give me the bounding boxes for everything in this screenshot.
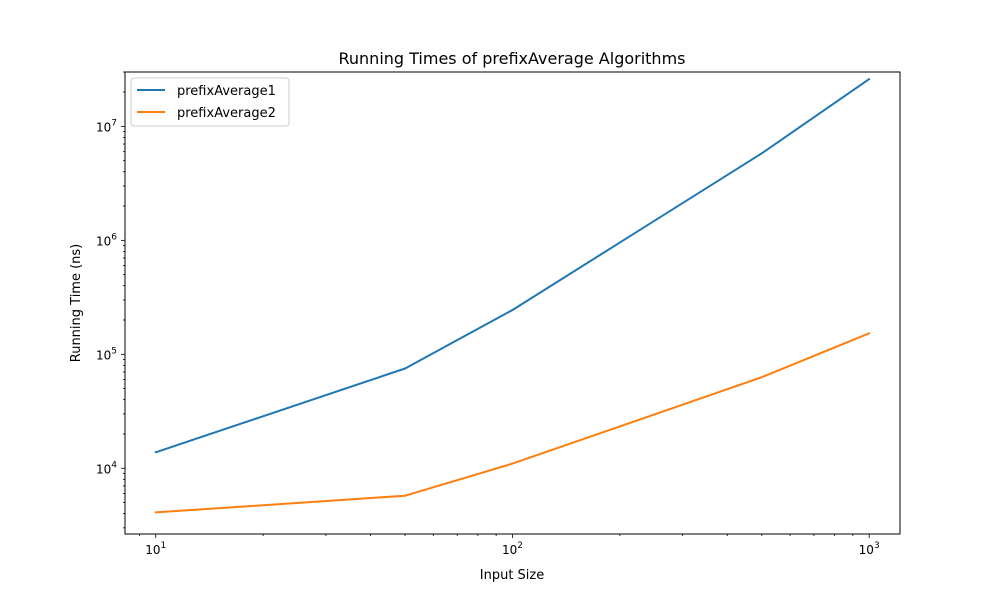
data-point-prefixaverage2 (760, 376, 763, 379)
x-tick-label: 103 (859, 541, 880, 557)
chart-title: Running Times of prefixAverage Algorithm… (339, 49, 686, 68)
data-point-prefixaverage2 (404, 494, 407, 497)
data-point-prefixaverage1 (868, 78, 871, 81)
y-axis-ticks: 104 105 106 107 (96, 118, 125, 476)
y-tick-label: 106 (96, 232, 117, 248)
x-axis-label: Input Size (480, 568, 544, 583)
legend-label-prefixaverage2: prefixAverage2 (177, 106, 276, 121)
x-tick-label: 102 (502, 541, 523, 557)
data-point-prefixaverage1 (511, 309, 514, 311)
data-point-prefixaverage1 (760, 152, 763, 155)
data-point-prefixaverage2 (154, 511, 157, 514)
x-tick-label: 101 (145, 541, 166, 557)
series-line-prefixaverage1 (155, 78, 870, 454)
series-lines (154, 78, 871, 514)
y-tick-label: 105 (96, 346, 117, 362)
y-tick-label: 104 (96, 460, 117, 476)
legend: prefixAverage1 prefixAverage2 (130, 77, 290, 127)
data-point-prefixaverage2 (868, 332, 871, 335)
series-line-prefixaverage2 (155, 332, 870, 514)
x-axis-ticks: 101 102 103 (145, 534, 880, 557)
legend-box (130, 77, 290, 127)
legend-label-prefixaverage1: prefixAverage1 (177, 84, 276, 99)
data-point-prefixaverage1 (404, 367, 407, 370)
plot-area (124, 71, 901, 535)
data-point-prefixaverage2 (511, 462, 514, 465)
y-tick-label: 107 (96, 118, 117, 134)
data-point-prefixaverage1 (154, 451, 157, 454)
minor-ticks (123, 71, 854, 536)
y-axis-label: Running Time (ns) (69, 244, 84, 363)
